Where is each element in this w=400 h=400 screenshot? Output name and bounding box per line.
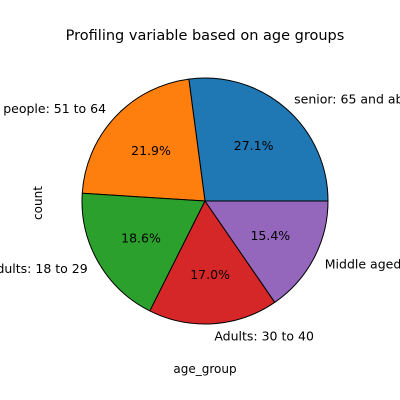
slice-percent-label: 15.4% bbox=[250, 228, 290, 243]
slice-percent-label: 27.1% bbox=[234, 138, 274, 153]
slice-category-label: Young adults: 18 to 29 bbox=[0, 261, 88, 276]
pie-slice bbox=[204, 200, 329, 303]
x-axis-label: age_group bbox=[173, 362, 236, 376]
pie-slices bbox=[81, 77, 329, 325]
slice-percent-label: 17.0% bbox=[190, 267, 230, 282]
slice-category-label: Older people: 51 to 64 bbox=[0, 101, 106, 116]
pie-category-labels: senior: 65 and above Older people: 51 to … bbox=[0, 92, 400, 344]
pie-slice bbox=[149, 200, 276, 325]
slice-category-label: senior: 65 and above bbox=[294, 92, 400, 107]
pie-percent-labels: 27.1% 21.9% 18.6% 17.0% 15.4% bbox=[121, 138, 290, 282]
slice-percent-label: 21.9% bbox=[131, 143, 171, 158]
pie-slice bbox=[81, 192, 206, 312]
pie-slice bbox=[188, 77, 329, 202]
slice-category-label: Adults: 30 to 40 bbox=[214, 328, 314, 343]
slice-percent-label: 18.6% bbox=[121, 230, 161, 245]
pie-slice bbox=[81, 78, 206, 202]
slice-category-label: Middle aged: 41 to 50 bbox=[325, 256, 400, 271]
chart-title: Profiling variable based on age groups bbox=[66, 28, 345, 44]
y-axis-label: count bbox=[31, 186, 45, 220]
